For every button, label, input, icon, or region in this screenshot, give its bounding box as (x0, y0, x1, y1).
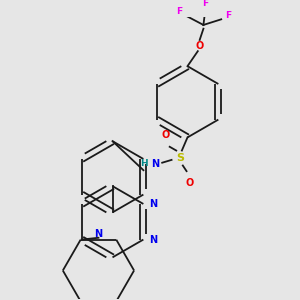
Text: O: O (196, 40, 204, 51)
Text: F: F (176, 7, 182, 16)
Text: N: N (152, 159, 160, 169)
Text: F: F (202, 0, 208, 8)
Text: N: N (94, 229, 103, 239)
Text: H: H (140, 159, 147, 168)
Text: N: N (149, 199, 157, 209)
Text: O: O (162, 130, 170, 140)
Text: F: F (225, 11, 231, 20)
Text: O: O (185, 178, 194, 188)
Text: N: N (149, 235, 157, 244)
Text: S: S (176, 153, 184, 163)
